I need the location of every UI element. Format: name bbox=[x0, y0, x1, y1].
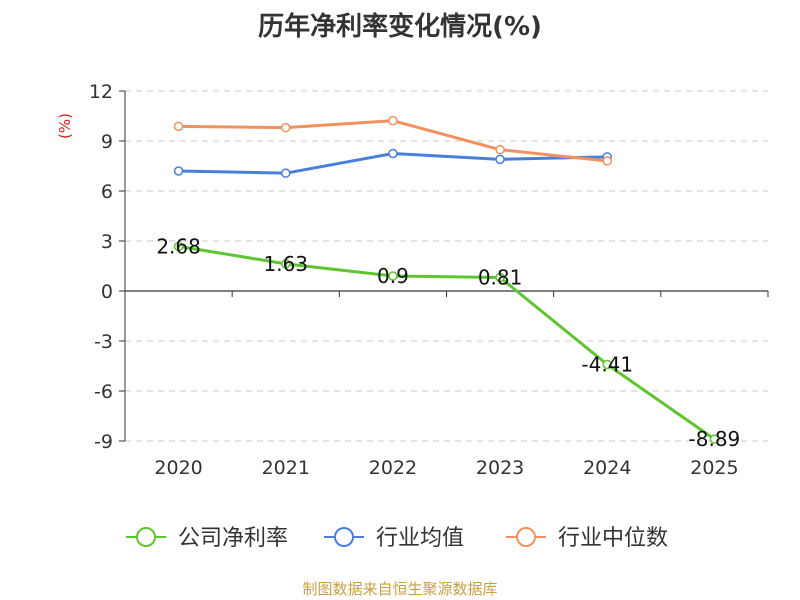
y-axis-label: (%) bbox=[56, 113, 74, 139]
data-point bbox=[388, 115, 398, 126]
chart-title: 历年净利率变化情况(%) bbox=[258, 12, 542, 42]
series-line bbox=[178, 244, 716, 441]
legend-marker bbox=[516, 527, 536, 547]
source-note: 制图数据来自恒生聚源数据库 bbox=[302, 580, 498, 598]
legend-label: 行业中位数 bbox=[558, 526, 668, 551]
legend: 公司净利率 行业均值 行业中位数 bbox=[126, 526, 668, 551]
data-label: 2.68 bbox=[156, 234, 201, 258]
y-tick-label: -3 bbox=[94, 331, 113, 353]
x-tick-label: 2023 bbox=[476, 457, 524, 479]
legend-marker bbox=[334, 527, 354, 547]
data-point bbox=[173, 166, 184, 176]
data-point bbox=[495, 154, 505, 165]
data-point bbox=[281, 259, 291, 269]
y-tick-label: 3 bbox=[101, 231, 113, 253]
grid-lines bbox=[125, 90, 768, 442]
y-tick-label: 12 bbox=[89, 81, 113, 103]
data-point bbox=[173, 241, 184, 252]
data-label: 1.63 bbox=[263, 252, 308, 276]
data-point bbox=[388, 271, 398, 281]
data-point bbox=[495, 272, 505, 283]
x-tick-label: 2022 bbox=[369, 457, 417, 479]
y-tick-label: -9 bbox=[94, 431, 113, 453]
x-tick-label: 2021 bbox=[262, 457, 310, 479]
y-tick-label: 9 bbox=[101, 131, 113, 153]
data-label: -8.89 bbox=[689, 427, 741, 451]
data-label: 0.9 bbox=[377, 264, 409, 288]
data-point bbox=[709, 434, 720, 444]
x-tick-label: 2025 bbox=[690, 457, 738, 479]
data-point bbox=[173, 121, 184, 132]
data-point bbox=[388, 148, 398, 159]
data-point bbox=[602, 359, 612, 370]
y-tick-label: 0 bbox=[101, 281, 113, 303]
legend-label: 行业均值 bbox=[376, 526, 464, 551]
x-tick-label: 2024 bbox=[583, 457, 631, 479]
data-label: -4.41 bbox=[581, 353, 633, 377]
x-tick-label: 2020 bbox=[154, 457, 202, 479]
series-layer bbox=[173, 115, 720, 444]
data-point bbox=[495, 144, 505, 155]
data-point bbox=[602, 156, 612, 166]
data-labels: 2.68 1.63 0.9 0.81 -4.41 -8.89 bbox=[156, 234, 740, 451]
data-point bbox=[281, 168, 291, 178]
y-tick-label: 6 bbox=[101, 181, 113, 203]
legend-marker bbox=[136, 527, 156, 547]
axes: 12 9 6 3 0 -3 -6 -9 2020 2021 2022 2023 2024 2025 (%) bbox=[56, 81, 769, 479]
legend-label: 公司净利率 bbox=[178, 526, 288, 551]
y-tick-label: -6 bbox=[94, 381, 113, 403]
data-label: 0.81 bbox=[478, 266, 523, 290]
data-point bbox=[281, 122, 291, 133]
